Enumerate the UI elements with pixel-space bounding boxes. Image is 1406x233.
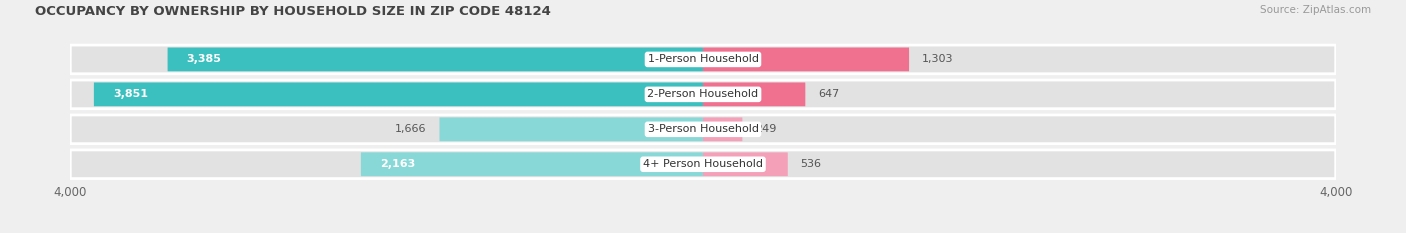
FancyBboxPatch shape <box>440 117 703 141</box>
Text: 1,666: 1,666 <box>395 124 427 134</box>
FancyBboxPatch shape <box>703 152 787 176</box>
FancyBboxPatch shape <box>70 115 1336 144</box>
FancyBboxPatch shape <box>167 48 703 71</box>
FancyBboxPatch shape <box>94 82 703 106</box>
Text: 249: 249 <box>755 124 776 134</box>
FancyBboxPatch shape <box>70 150 1336 178</box>
Text: 3,851: 3,851 <box>112 89 148 99</box>
Text: 3,385: 3,385 <box>187 55 221 64</box>
FancyBboxPatch shape <box>361 152 703 176</box>
Text: 536: 536 <box>800 159 821 169</box>
Text: 4+ Person Household: 4+ Person Household <box>643 159 763 169</box>
FancyBboxPatch shape <box>70 80 1336 109</box>
Text: 647: 647 <box>818 89 839 99</box>
Text: Source: ZipAtlas.com: Source: ZipAtlas.com <box>1260 5 1371 15</box>
Text: 2,163: 2,163 <box>380 159 415 169</box>
Text: 1,303: 1,303 <box>922 55 953 64</box>
FancyBboxPatch shape <box>70 45 1336 74</box>
Text: 2-Person Household: 2-Person Household <box>647 89 759 99</box>
Text: 3-Person Household: 3-Person Household <box>648 124 758 134</box>
FancyBboxPatch shape <box>703 82 806 106</box>
FancyBboxPatch shape <box>703 48 910 71</box>
FancyBboxPatch shape <box>703 117 742 141</box>
Text: 1-Person Household: 1-Person Household <box>648 55 758 64</box>
Text: OCCUPANCY BY OWNERSHIP BY HOUSEHOLD SIZE IN ZIP CODE 48124: OCCUPANCY BY OWNERSHIP BY HOUSEHOLD SIZE… <box>35 5 551 18</box>
